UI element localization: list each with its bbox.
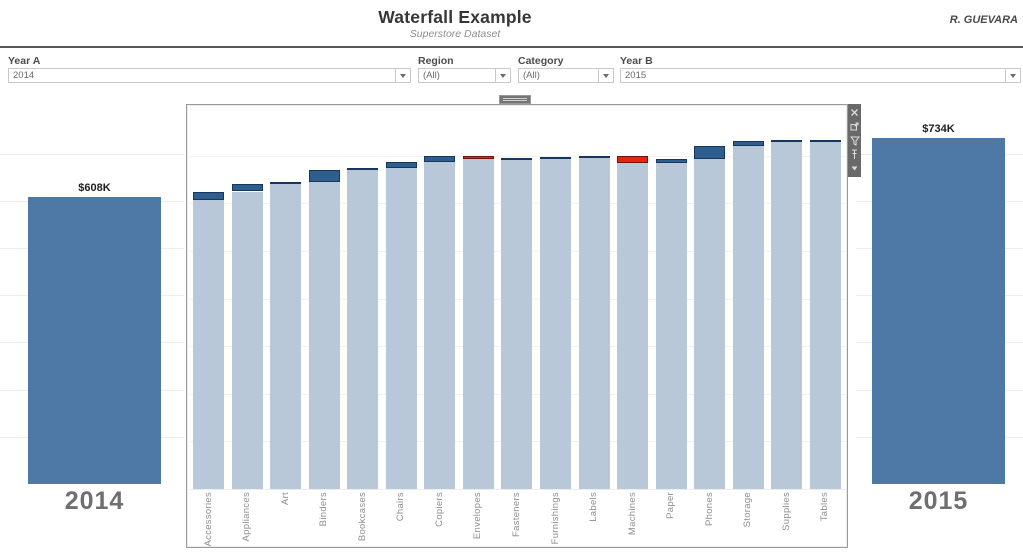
year-b-dropdown-value: 2015	[625, 70, 647, 81]
x-axis-label-envelopes: Envelopes	[472, 492, 484, 540]
x-axis-label-phones: Phones	[703, 492, 715, 527]
panel-toolbar	[848, 104, 861, 177]
waterfall-delta-chairs[interactable]	[385, 162, 417, 168]
x-axis-label-supplies: Supplies	[780, 492, 792, 531]
page-subtitle: Superstore Dataset	[409, 28, 501, 40]
waterfall-bar-base-art[interactable]	[270, 183, 302, 489]
caret-down-icon[interactable]	[849, 162, 860, 175]
right-total-value: $734K	[922, 123, 955, 135]
pin-icon[interactable]	[849, 148, 860, 161]
waterfall-delta-supplies[interactable]	[771, 140, 803, 143]
waterfall-bar-base-phones[interactable]	[694, 159, 726, 489]
waterfall-bar-base-bookcases[interactable]	[347, 170, 379, 489]
region-dropdown-value: (All)	[423, 70, 440, 81]
waterfall-bar-base-storage[interactable]	[732, 145, 764, 489]
right-total-year: 2015	[908, 487, 969, 515]
left-total-year: 2014	[64, 487, 125, 515]
x-axis-label-furnishings: Furnishings	[549, 492, 561, 545]
year-a-dropdown-value: 2014	[13, 70, 35, 81]
panel-drag-handle[interactable]	[499, 95, 531, 104]
gridline	[189, 155, 845, 157]
year-a-dropdown[interactable]: 2014	[8, 68, 411, 83]
waterfall-bar-base-labels[interactable]	[578, 156, 610, 489]
region-dropdown[interactable]: (All)	[418, 68, 511, 83]
waterfall-bar-base-machines[interactable]	[617, 163, 649, 489]
waterfall-delta-labels[interactable]	[578, 156, 610, 159]
x-axis-label-accessories: Accessories	[202, 492, 214, 547]
waterfall-bar-base-accessories[interactable]	[193, 199, 224, 489]
total-bar-2015[interactable]	[872, 137, 1005, 484]
chevron-down-icon	[400, 73, 406, 78]
x-axis-label-storage: Storage	[742, 492, 754, 528]
waterfall-bar-base-envelopes[interactable]	[462, 158, 494, 489]
open-external-icon[interactable]	[849, 120, 860, 133]
waterfall-bar-base-fasteners[interactable]	[501, 158, 533, 489]
x-axis-line	[189, 489, 845, 490]
category-dropdown[interactable]: (All)	[518, 68, 614, 83]
waterfall-delta-phones[interactable]	[694, 145, 726, 160]
waterfall-delta-storage[interactable]	[732, 140, 764, 146]
x-axis-label-bookcases: Bookcases	[356, 492, 368, 542]
waterfall-delta-machines[interactable]	[617, 156, 649, 164]
waterfall-bar-base-chairs[interactable]	[385, 167, 417, 489]
waterfall-bar-base-paper[interactable]	[655, 163, 687, 489]
x-axis-label-labels: Labels	[588, 492, 600, 522]
chevron-down-icon	[500, 73, 506, 78]
x-axis-label-machines: Machines	[626, 492, 638, 536]
close-icon[interactable]	[849, 106, 860, 119]
filter-label-region: Region	[418, 55, 454, 67]
waterfall-panel: Accessories Appliances Art Binders Bookcases…	[186, 104, 848, 548]
chevron-down-icon	[1010, 73, 1016, 78]
x-axis-label-copiers: Copiers	[433, 492, 445, 527]
waterfall-bar-base-supplies[interactable]	[771, 140, 803, 489]
x-axis-label-appliances: Appliances	[241, 492, 253, 542]
waterfall-delta-accessories[interactable]	[193, 191, 224, 200]
page-title: Waterfall Example	[378, 7, 532, 27]
x-axis-label-fasteners: Fasteners	[510, 492, 522, 537]
waterfall-bar-base-furnishings[interactable]	[540, 157, 572, 489]
filter-icon[interactable]	[849, 134, 860, 147]
waterfall-delta-copiers[interactable]	[424, 155, 456, 163]
filter-label-category: Category	[518, 55, 564, 67]
x-axis-label-paper: Paper	[665, 492, 677, 519]
waterfall-delta-art[interactable]	[270, 181, 302, 184]
waterfall-delta-envelopes[interactable]	[462, 155, 494, 159]
chevron-down-icon	[603, 73, 609, 78]
year-b-dropdown-button[interactable]	[1005, 69, 1020, 82]
waterfall-bar-base-appliances[interactable]	[231, 191, 263, 489]
gridline	[0, 153, 184, 155]
filter-label-year-b: Year B	[620, 55, 653, 67]
year-a-dropdown-button[interactable]	[395, 69, 410, 82]
total-bar-2014[interactable]	[28, 197, 161, 484]
header-divider	[0, 46, 1023, 48]
waterfall-delta-paper[interactable]	[655, 159, 687, 164]
left-total-value: $608K	[78, 182, 111, 194]
waterfall-delta-fasteners[interactable]	[501, 157, 533, 160]
x-axis-label-tables: Tables	[819, 492, 831, 522]
waterfall-delta-furnishings[interactable]	[540, 156, 572, 159]
waterfall-bar-base-tables[interactable]	[809, 140, 841, 489]
waterfall-delta-appliances[interactable]	[231, 183, 263, 192]
waterfall-delta-bookcases[interactable]	[347, 167, 379, 171]
x-axis-label-binders: Binders	[318, 492, 330, 527]
waterfall-bar-base-binders[interactable]	[308, 181, 340, 489]
category-dropdown-button[interactable]	[598, 69, 613, 82]
region-dropdown-button[interactable]	[495, 69, 510, 82]
waterfall-delta-tables[interactable]	[809, 139, 841, 142]
x-axis-label-art: Art	[279, 492, 291, 506]
year-b-dropdown[interactable]: 2015	[620, 68, 1021, 83]
category-dropdown-value: (All)	[523, 70, 540, 81]
x-axis-label-chairs: Chairs	[395, 492, 407, 522]
waterfall-bar-base-copiers[interactable]	[424, 162, 456, 489]
filter-label-year-a: Year A	[8, 55, 41, 67]
waterfall-delta-binders[interactable]	[308, 170, 340, 182]
author-credit: R. GUEVARA	[949, 14, 1018, 26]
